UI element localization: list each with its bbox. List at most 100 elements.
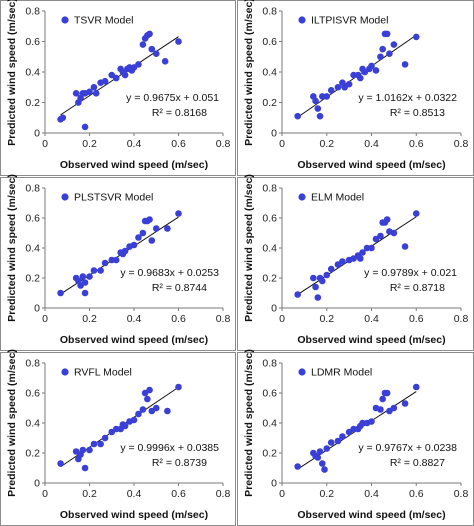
x-tick-label: 0	[279, 313, 285, 325]
x-axis-label: Observed wind speed (m/sec)	[297, 334, 445, 346]
data-point	[79, 446, 87, 454]
data-point	[377, 53, 384, 61]
y-tick-label: 0	[34, 128, 40, 140]
legend-marker	[61, 368, 69, 376]
regression-equation: y = 0.9675x + 0.051	[126, 92, 219, 104]
y-tick-label: 0.8	[262, 358, 277, 370]
x-tick-label: 0.8	[216, 138, 231, 150]
data-point	[294, 291, 301, 298]
chart-panel: 0 0.2 0.4 0.6 0.8 0 0.2 0.4 0.6 0.8 Observed wind …	[237, 174, 474, 351]
data-point	[383, 216, 391, 223]
data-point	[79, 273, 87, 280]
legend-marker	[298, 368, 306, 376]
x-axis-label: Observed wind speed (m/sec)	[60, 334, 208, 346]
data-point	[57, 289, 64, 297]
data-point	[146, 30, 153, 38]
data-point	[152, 404, 160, 412]
x-tick-label: 0.2	[319, 138, 334, 150]
y-tick-label: 0.6	[262, 388, 277, 400]
chart-panel: 0 0.2 0.4 0.6 0.8 0 0.2 0.4 0.6 0.8 Observed wind …	[237, 349, 474, 526]
chart-panel: 0 0.2 0.4 0.6 0.8 0 0.2 0.4 0.6 0.8 Observed wind …	[0, 174, 236, 351]
data-point	[334, 83, 342, 91]
scatter-plot: 0 0.2 0.4 0.6 0.8 0 0.2 0.4 0.6 0.8 Observed wind …	[6, 0, 231, 171]
data-point	[112, 74, 120, 82]
scatter-plot: 0 0.2 0.4 0.6 0.8 0 0.2 0.4 0.6 0.8 Observed wind …	[6, 174, 230, 346]
data-point	[379, 45, 386, 53]
scatter-plot: 0 0.2 0.4 0.6 0.8 0 0.2 0.4 0.6 0.8 Observed wind …	[243, 174, 469, 346]
legend-label: TSVR Model	[74, 15, 134, 27]
data-point	[121, 422, 129, 430]
data-point	[97, 267, 104, 274]
data-point	[312, 97, 319, 105]
r-squared-label: R² = 0.8739	[152, 457, 207, 469]
x-tick-label: 0.8	[454, 138, 469, 150]
data-point	[57, 460, 64, 467]
x-tick-label: 0	[279, 138, 285, 150]
data-point	[121, 247, 129, 255]
data-point	[175, 383, 182, 391]
legend-marker	[61, 16, 69, 24]
y-tick-label: 0.4	[262, 243, 277, 255]
data-point	[164, 225, 171, 232]
x-tick-label: 0.2	[319, 313, 334, 325]
x-axis-label: Observed wind speed (m/sec)	[297, 159, 445, 171]
data-point	[312, 283, 319, 291]
y-tick-label: 0.4	[25, 67, 40, 79]
data-point	[368, 62, 375, 70]
x-axis-label: Observed wind speed (m/sec)	[60, 159, 208, 171]
x-tick-label: 0.8	[454, 313, 469, 325]
data-point	[92, 90, 100, 97]
data-point	[314, 454, 322, 461]
y-tick-label: 0.2	[262, 448, 277, 460]
y-tick-label: 0.2	[25, 448, 40, 460]
data-point	[112, 256, 120, 264]
data-point	[372, 67, 380, 74]
data-point	[90, 440, 98, 448]
data-point	[90, 267, 98, 274]
x-tick-label: 0.8	[216, 488, 231, 500]
data-point	[412, 383, 420, 391]
x-tick-label: 0.4	[127, 488, 142, 500]
data-point	[161, 58, 169, 65]
legend-marker	[61, 193, 69, 201]
y-tick-label: 0.8	[25, 183, 40, 195]
data-point	[377, 232, 384, 240]
x-tick-label: 0.6	[409, 313, 424, 325]
data-point	[152, 225, 160, 232]
data-point	[121, 71, 129, 79]
data-point	[294, 112, 301, 120]
data-point	[368, 244, 375, 252]
x-tick-label: 0.4	[127, 138, 142, 150]
x-tick-label: 0.4	[364, 488, 379, 500]
y-tick-label: 0.8	[262, 183, 277, 195]
y-tick-label: 0	[271, 128, 277, 140]
data-point	[86, 446, 93, 454]
data-point	[390, 229, 398, 237]
data-point	[139, 406, 147, 413]
data-point	[339, 258, 346, 265]
regression-equation: y = 0.9767x + 0.0238	[358, 442, 457, 454]
legend-marker	[298, 193, 306, 201]
y-tick-label: 0.6	[25, 388, 40, 400]
data-point	[323, 271, 331, 279]
data-point	[72, 90, 80, 97]
x-tick-label: 0.6	[171, 138, 186, 150]
data-point	[164, 407, 171, 415]
y-tick-label: 0.4	[25, 243, 40, 255]
data-point	[412, 33, 420, 41]
data-point	[139, 229, 147, 237]
y-tick-label: 0.6	[262, 213, 277, 225]
data-point	[81, 123, 89, 131]
y-axis-label: Predicted wind speed (m/sec)	[243, 0, 255, 146]
data-point	[390, 404, 398, 412]
data-point	[139, 41, 147, 48]
x-tick-label: 0	[42, 488, 48, 500]
data-point	[368, 418, 375, 425]
data-point	[310, 274, 317, 282]
data-point	[318, 277, 326, 285]
y-tick-label: 0.2	[262, 273, 277, 285]
data-point	[334, 437, 342, 445]
data-point	[323, 93, 331, 100]
y-tick-label: 0	[34, 478, 40, 490]
